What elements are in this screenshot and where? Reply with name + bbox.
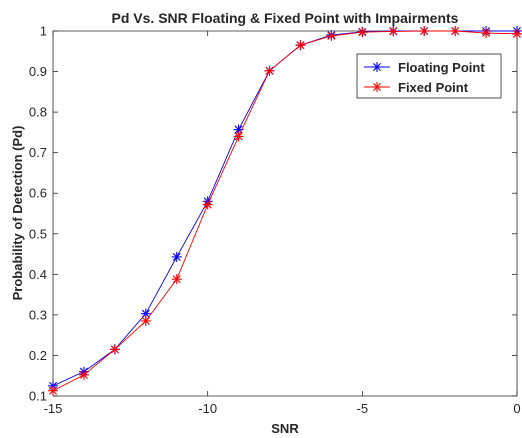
- data-point: [48, 385, 58, 396]
- series-line: [52, 30, 518, 392]
- legend-item: Fixed Point: [364, 80, 469, 95]
- data-point: [481, 28, 492, 39]
- data-point: [419, 26, 430, 36]
- y-tick-label: 0.1: [29, 389, 47, 404]
- data-point: [264, 65, 275, 76]
- series-1: [48, 26, 522, 396]
- data-point: [295, 40, 306, 51]
- y-tick-label: 0.7: [29, 145, 47, 160]
- data-point: [171, 274, 182, 285]
- data-point: [357, 27, 368, 38]
- x-tick-label: -5: [357, 401, 369, 416]
- x-tick-label: -10: [198, 401, 217, 416]
- y-tick-label: 0.9: [29, 64, 47, 79]
- legend-box: [356, 53, 502, 99]
- y-tick-label: 0.4: [29, 267, 47, 282]
- y-tick-label: 0.2: [29, 348, 47, 363]
- x-tick-label: -15: [44, 401, 63, 416]
- legend-label: Floating Point: [398, 60, 485, 75]
- x-tick-label: 0: [513, 401, 520, 416]
- chart-title: Pd Vs. SNR Floating & Fixed Point with I…: [112, 10, 459, 26]
- y-axis-label: Probability of Detection (Pd): [10, 126, 25, 301]
- y-tick-label: 0.8: [29, 105, 47, 120]
- data-point: [171, 251, 182, 262]
- data-point: [202, 199, 213, 210]
- legend-marker: [372, 82, 382, 92]
- legend-item: Floating Point: [364, 60, 485, 75]
- legend-items: Floating Point Fixed Point: [364, 60, 485, 95]
- data-point: [326, 30, 337, 41]
- x-axis-label: SNR: [271, 421, 299, 436]
- y-tick-label: 1: [40, 24, 47, 39]
- data-point: [512, 28, 522, 39]
- legend-marker: [372, 62, 382, 72]
- data-point: [78, 369, 89, 380]
- data-point: [233, 131, 244, 142]
- series-layer: [48, 26, 522, 396]
- data-point: [140, 315, 151, 326]
- data-point: [109, 344, 120, 355]
- y-tick-label: 0.5: [29, 226, 47, 241]
- legend: Floating Point Fixed Point: [356, 53, 502, 99]
- legend-label: Fixed Point: [398, 80, 469, 95]
- y-tick-label: 0.3: [29, 307, 47, 322]
- data-point: [450, 26, 461, 36]
- y-tick-label: 0.6: [29, 186, 47, 201]
- data-point: [388, 26, 399, 37]
- axes: -15 -10 -5 0 0.1 0.2 0.3 0.4 0.5 0.6 0.7 0.8 0.9 1: [29, 24, 521, 417]
